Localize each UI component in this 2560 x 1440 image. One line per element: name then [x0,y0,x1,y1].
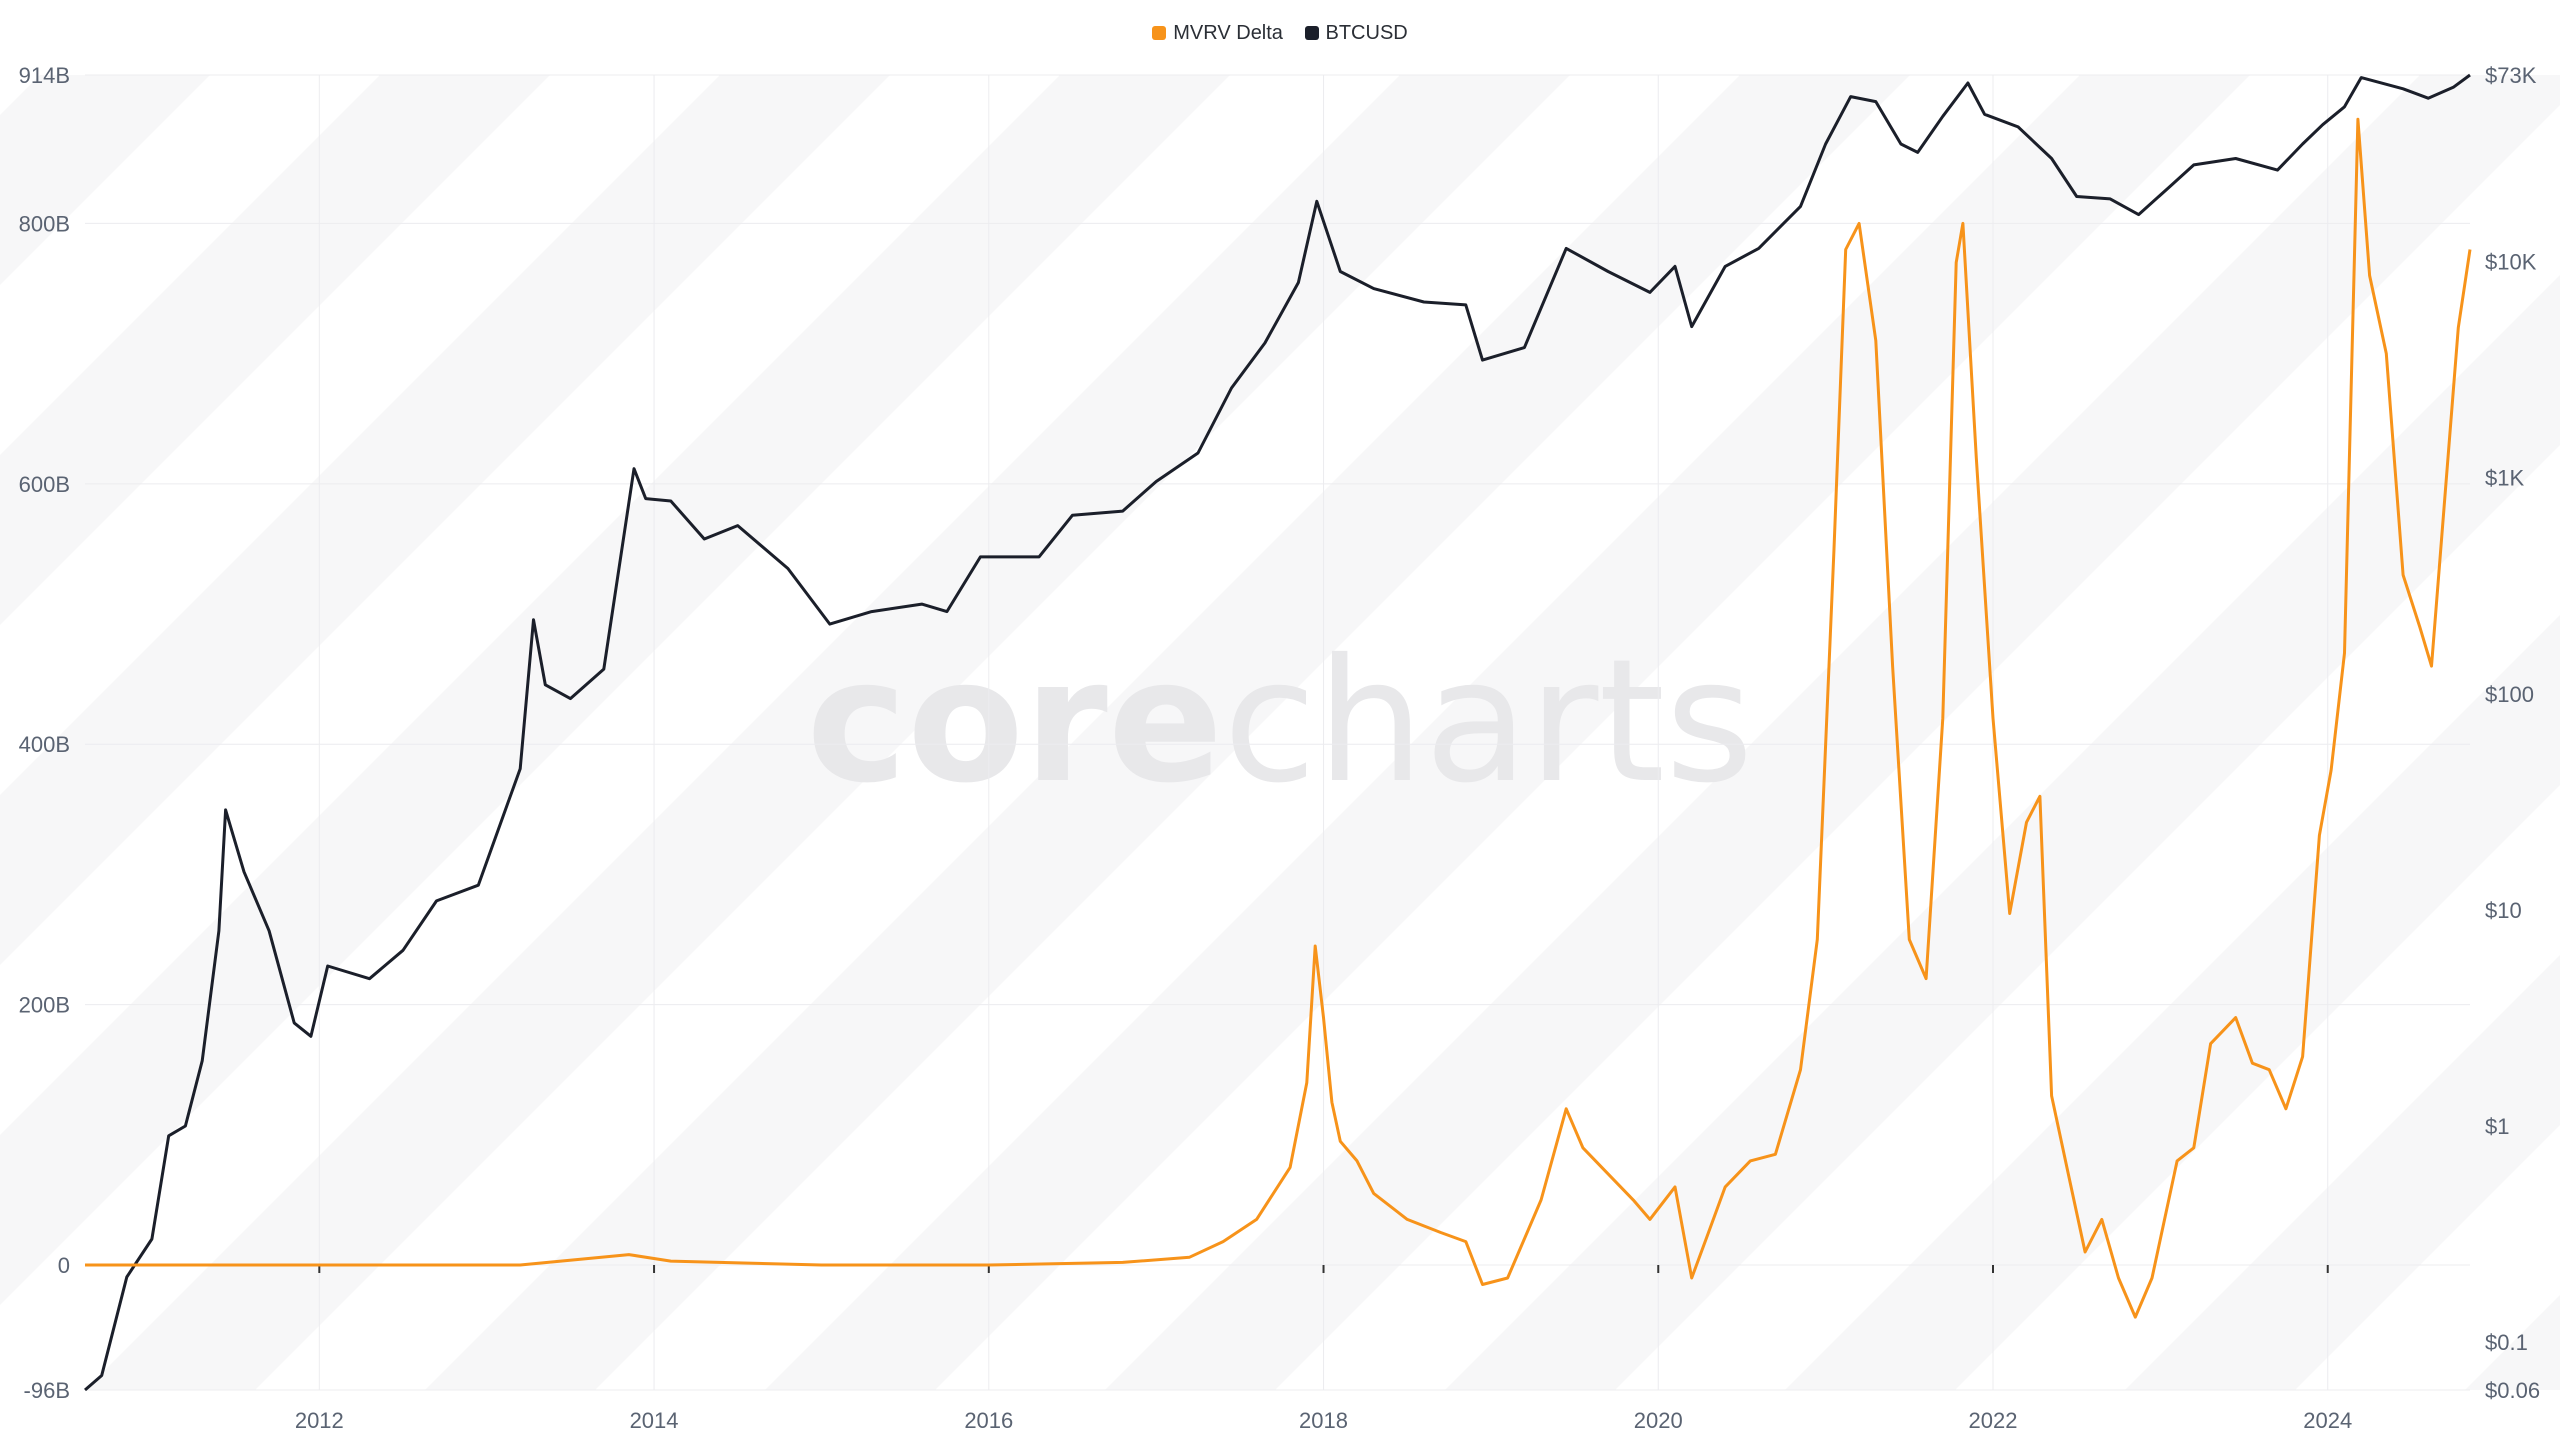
y-right-tick-label: $10K [2485,250,2537,275]
y-right-tick-label: $73K [2485,63,2537,88]
series-line-btcusd [84,73,2471,1392]
legend-swatch-btcusd [1304,26,1319,40]
watermark: corecharts [806,623,1753,821]
background-stripe [2465,1295,2560,1390]
background-stripe [425,75,1910,1390]
background-stripe [0,75,890,965]
background-stripe [0,75,210,285]
y-right-tick-label: $1 [2485,1114,2509,1139]
axes: 914B 800B 600B 400B 200B 0 -96B 2012 2014 2016 201… [19,63,2540,1433]
watermark-core: core [806,623,1223,821]
y-left-tick-label: 600B [19,472,70,497]
background-stripe [1785,615,2560,1390]
background-stripe [85,75,1570,1390]
series-line-mvrv-delta [85,117,2472,1319]
series-layer [84,73,2472,1392]
y-left-tick-label: 0 [58,1253,70,1278]
x-tick-label: 2022 [1969,1408,2018,1433]
legend-label-mvrv-delta: MVRV Delta [1173,22,1283,44]
y-left-tick-label: 200B [19,993,70,1018]
y-right-tick-label: $100 [2485,682,2534,707]
x-tick-label: 2024 [2303,1408,2352,1433]
chart-legend: MVRV Delta BTCUSD [0,22,2560,45]
y-right-tick-label: $0.1 [2485,1330,2528,1355]
x-tick-label: 2014 [630,1408,679,1433]
y-left-tick-label: 400B [19,732,70,757]
background-stripe [0,75,550,625]
background-stripe [1105,75,2560,1390]
background-stripe [2125,954,2560,1390]
watermark-charts: charts [1223,623,1754,821]
background-stripe [0,75,1230,1305]
y-left-tick-label: -96B [24,1378,70,1403]
y-right-tick-label: $0.06 [2485,1378,2540,1403]
legend-label-btcusd: BTCUSD [1325,22,1408,44]
y-right-tick-label: $1K [2485,466,2524,491]
x-tick-label: 2012 [295,1408,344,1433]
x-tick-label: 2018 [1299,1408,1348,1433]
x-tick-label: 2020 [1634,1408,1683,1433]
y-left-tick-label: 800B [19,211,70,236]
legend-item-btcusd[interactable]: BTCUSD [1304,22,1408,45]
legend-item-mvrv-delta[interactable]: MVRV Delta [1152,22,1283,45]
x-tick-label: 2016 [964,1408,1013,1433]
legend-swatch-mvrv-delta [1152,26,1167,40]
y-right-tick-label: $10 [2485,898,2522,923]
y-left-tick-label: 914B [19,63,70,88]
